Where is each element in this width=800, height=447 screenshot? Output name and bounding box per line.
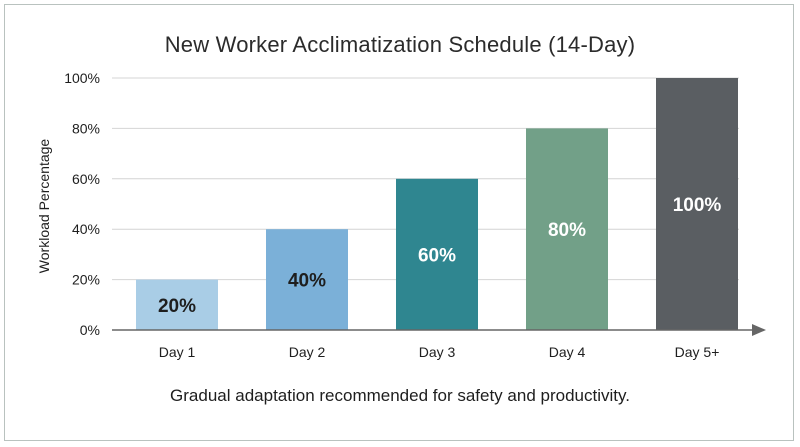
x-axis-arrow-icon (752, 324, 766, 336)
bars (136, 78, 738, 330)
x-tick-label: Day 2 (289, 344, 326, 360)
y-axis-label: Workload Percentage (36, 139, 52, 274)
chart-footnote: Gradual adaptation recommended for safet… (170, 386, 630, 405)
bar (526, 128, 608, 330)
bar-value-labels: 20% 40% 60% 80% 100% (158, 195, 721, 317)
x-tick-label: Day 5+ (675, 344, 720, 360)
bar (266, 229, 348, 330)
chart-title: New Worker Acclimatization Schedule (14-… (164, 32, 636, 57)
bar-value-label: 20% (158, 296, 196, 317)
x-tick-label: Day 4 (549, 344, 586, 360)
y-tick-labels: 0% 20% 40% 60% 80% 100% (64, 70, 100, 338)
bar (396, 178, 478, 330)
bar-value-label: 40% (288, 271, 326, 292)
y-tick-label: 0% (80, 322, 100, 338)
bar (136, 279, 218, 330)
x-tick-labels: Day 1 Day 2 Day 3 Day 4 Day 5+ (159, 344, 720, 360)
bar-value-label: 80% (548, 220, 586, 241)
bar (656, 78, 738, 330)
y-tick-label: 40% (72, 221, 100, 237)
bar-value-label: 100% (673, 195, 722, 216)
x-tick-label: Day 3 (419, 344, 456, 360)
y-tick-label: 60% (72, 171, 100, 187)
y-tick-label: 80% (72, 120, 100, 136)
y-tick-label: 100% (64, 70, 100, 86)
bar-value-label: 60% (418, 245, 456, 266)
x-tick-label: Day 1 (159, 344, 196, 360)
y-tick-label: 20% (72, 272, 100, 288)
